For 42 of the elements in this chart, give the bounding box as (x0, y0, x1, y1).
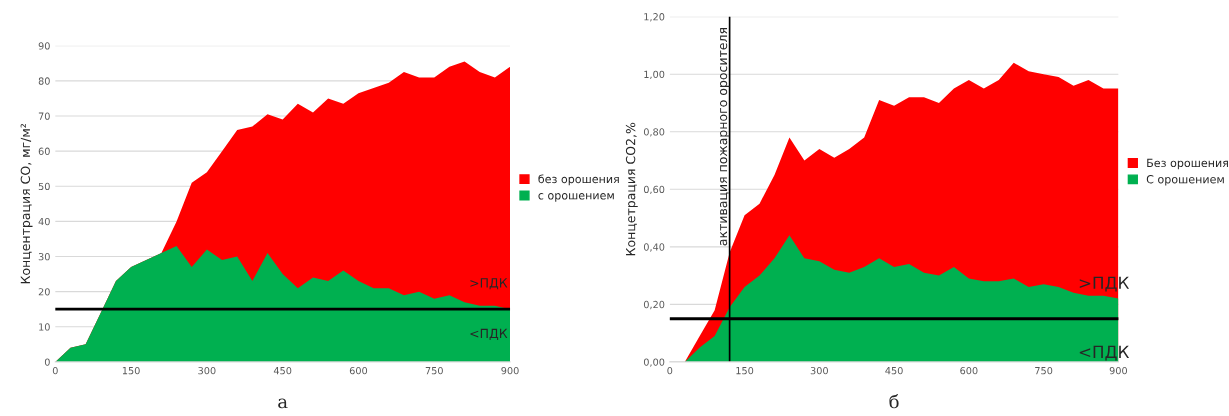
y-tick-label: 80 (38, 77, 50, 85)
x-tick-label: 900 (501, 366, 519, 375)
x-tick-label: 300 (198, 366, 216, 375)
annotation: <ПДК (470, 328, 508, 340)
x-tick-label: 300 (810, 366, 828, 375)
x-tick-label: 750 (1035, 366, 1053, 375)
y-tick-label: 70 (38, 112, 50, 120)
y-tick-label: 40 (38, 217, 50, 226)
x-tick-label: 150 (736, 366, 754, 375)
y-tick-label: 1,20 (644, 13, 665, 22)
x-tick-label: 150 (122, 366, 140, 375)
x-tick-label: 750 (425, 366, 443, 375)
y-tick-label: 1,00 (644, 70, 665, 80)
y-tick-label: 0,80 (643, 128, 665, 137)
y-tick-label: 0,60 (643, 185, 665, 195)
x-tick-label: 0 (52, 366, 58, 375)
x-tick-label: 450 (273, 366, 292, 375)
x-tick-label: 450 (885, 366, 903, 375)
y-tick-label: 0,00 (643, 358, 665, 367)
y-tick-label: 30 (38, 253, 50, 261)
y-axis-title: Концентрация CO, мг/м² (20, 124, 33, 284)
y-axis-title: Концетрация CO2,% (625, 122, 638, 256)
legend-label: с орошением (538, 193, 614, 202)
x-tick-label: 900 (1109, 366, 1128, 375)
y-tick-label: 90 (38, 42, 50, 50)
y-tick-label: 10 (39, 323, 50, 331)
legend-label: С орошением (1146, 174, 1224, 186)
y-tick-label: 50 (38, 182, 50, 191)
x-tick-label: 600 (960, 366, 978, 375)
y-tick-label: 0,20 (643, 300, 665, 310)
x-tick-label: 600 (349, 366, 368, 375)
y-tick-label: 20 (38, 288, 50, 296)
ref-line-label: активация пожарного оросителя (720, 28, 730, 246)
text: а (278, 398, 288, 409)
x-tick-label: 0 (667, 366, 673, 375)
y-tick-label: 0,40 (643, 243, 665, 252)
y-tick-label: 60 (38, 147, 50, 155)
legend-label: без орошения (538, 174, 619, 186)
text: б (889, 394, 899, 409)
legend-label: Без орошения (1147, 158, 1228, 170)
y-tick-label: 0 (44, 358, 50, 366)
annotation: >ПДК (470, 278, 508, 290)
